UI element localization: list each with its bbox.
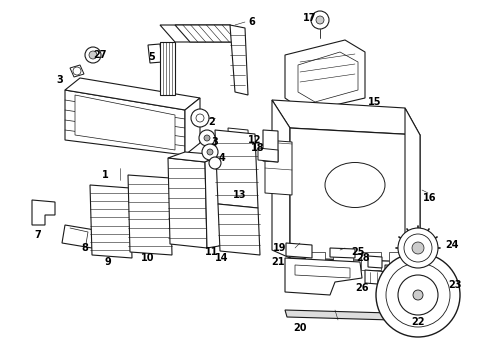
Circle shape (386, 263, 450, 327)
Polygon shape (185, 98, 200, 155)
Polygon shape (205, 155, 225, 248)
Text: 13: 13 (233, 190, 247, 200)
Text: 17: 17 (303, 13, 317, 23)
Text: 21: 21 (271, 257, 285, 267)
Text: 4: 4 (219, 153, 225, 163)
Circle shape (398, 275, 438, 315)
Text: 8: 8 (81, 243, 88, 253)
Polygon shape (218, 204, 260, 255)
Polygon shape (368, 256, 382, 268)
Text: 15: 15 (368, 97, 382, 107)
Polygon shape (65, 78, 200, 110)
Polygon shape (175, 25, 245, 42)
Circle shape (207, 149, 213, 155)
Text: 14: 14 (215, 253, 229, 263)
Circle shape (376, 253, 460, 337)
Polygon shape (272, 100, 290, 258)
Circle shape (89, 51, 97, 59)
Text: 9: 9 (105, 257, 111, 267)
Polygon shape (290, 128, 420, 262)
Circle shape (412, 242, 424, 254)
Text: 20: 20 (293, 323, 307, 333)
Circle shape (398, 228, 438, 268)
Polygon shape (75, 95, 175, 150)
Text: 16: 16 (423, 193, 437, 203)
Polygon shape (285, 40, 365, 112)
Text: 12: 12 (248, 135, 262, 145)
Text: 27: 27 (93, 50, 107, 60)
Polygon shape (128, 175, 172, 255)
Polygon shape (65, 90, 185, 155)
Polygon shape (160, 25, 245, 42)
Text: 26: 26 (355, 283, 369, 293)
Polygon shape (285, 258, 362, 295)
Circle shape (73, 67, 81, 75)
Text: 5: 5 (148, 52, 155, 62)
Text: 11: 11 (205, 247, 219, 257)
Polygon shape (330, 248, 355, 258)
Polygon shape (228, 128, 250, 178)
Polygon shape (215, 130, 258, 208)
Polygon shape (148, 44, 162, 63)
Polygon shape (333, 252, 353, 270)
Circle shape (204, 135, 210, 141)
Circle shape (404, 234, 432, 262)
Text: 24: 24 (445, 240, 459, 250)
Text: 3: 3 (57, 75, 63, 85)
Polygon shape (168, 152, 222, 162)
Text: 7: 7 (35, 230, 41, 240)
Polygon shape (389, 252, 409, 270)
Circle shape (191, 109, 209, 127)
Polygon shape (361, 252, 381, 270)
Polygon shape (405, 108, 420, 262)
Circle shape (202, 144, 218, 160)
Text: 28: 28 (356, 253, 370, 263)
Text: 10: 10 (141, 253, 155, 263)
Circle shape (316, 16, 324, 24)
Polygon shape (168, 158, 207, 248)
Polygon shape (90, 185, 132, 258)
Polygon shape (295, 265, 350, 278)
Polygon shape (298, 52, 358, 102)
Polygon shape (160, 42, 175, 95)
Text: 19: 19 (273, 243, 287, 253)
Ellipse shape (325, 162, 385, 207)
Polygon shape (385, 265, 450, 280)
Polygon shape (285, 310, 392, 320)
Polygon shape (230, 25, 248, 95)
Text: 23: 23 (448, 280, 462, 290)
Polygon shape (305, 252, 325, 270)
Circle shape (311, 11, 329, 29)
Polygon shape (365, 270, 390, 285)
Text: 25: 25 (351, 247, 365, 257)
Circle shape (209, 157, 221, 169)
Polygon shape (70, 65, 84, 77)
Text: 2: 2 (209, 117, 216, 127)
Circle shape (199, 130, 215, 146)
Polygon shape (62, 225, 95, 248)
Circle shape (413, 290, 423, 300)
Polygon shape (258, 148, 278, 162)
Polygon shape (272, 100, 420, 135)
Polygon shape (32, 200, 55, 225)
Text: 22: 22 (411, 317, 425, 327)
Text: 1: 1 (101, 170, 108, 180)
Circle shape (85, 47, 101, 63)
Polygon shape (286, 243, 312, 258)
Text: 18: 18 (251, 143, 265, 153)
Polygon shape (265, 140, 292, 195)
Polygon shape (263, 130, 278, 162)
Circle shape (196, 114, 204, 122)
Polygon shape (390, 300, 448, 315)
Text: 3: 3 (212, 137, 219, 147)
Text: 6: 6 (248, 17, 255, 27)
